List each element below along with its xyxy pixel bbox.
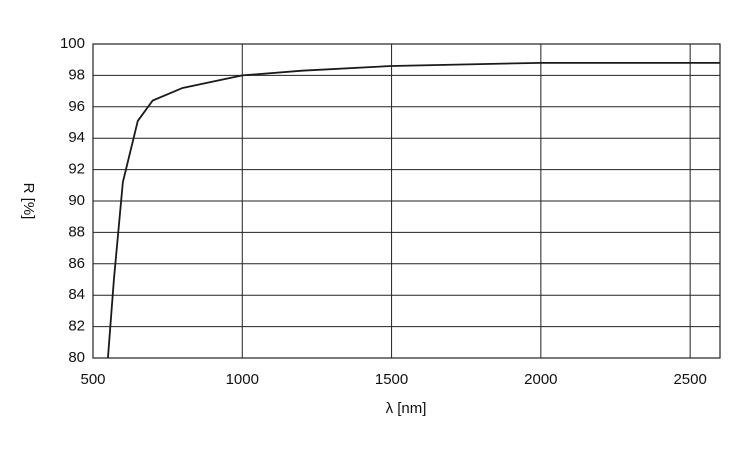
y-tick-label: 94 [68,129,85,146]
y-tick-label: 80 [68,349,85,366]
y-tick-label: 86 [68,255,85,272]
x-tick-label: 1500 [375,371,408,388]
y-tick-label: 100 [60,35,85,52]
y-tick-label: 92 [68,161,85,178]
x-tick-label: 1000 [226,371,259,388]
plot-frame [92,43,721,359]
y-tick-label: 88 [68,223,85,240]
x-tick-label: 500 [80,371,105,388]
x-axis-label: λ [nm] [386,400,427,417]
y-tick-label: 98 [68,66,85,83]
x-tick-label: 2000 [524,371,557,388]
y-tick-label: 90 [68,192,85,209]
y-tick-label: 84 [68,286,85,303]
y-tick-label: 82 [68,318,85,335]
data-line [107,61,720,359]
y-axis-label: R [%] [20,183,37,220]
y-tick-label: 96 [68,98,85,115]
x-tick-label: 2500 [673,371,706,388]
